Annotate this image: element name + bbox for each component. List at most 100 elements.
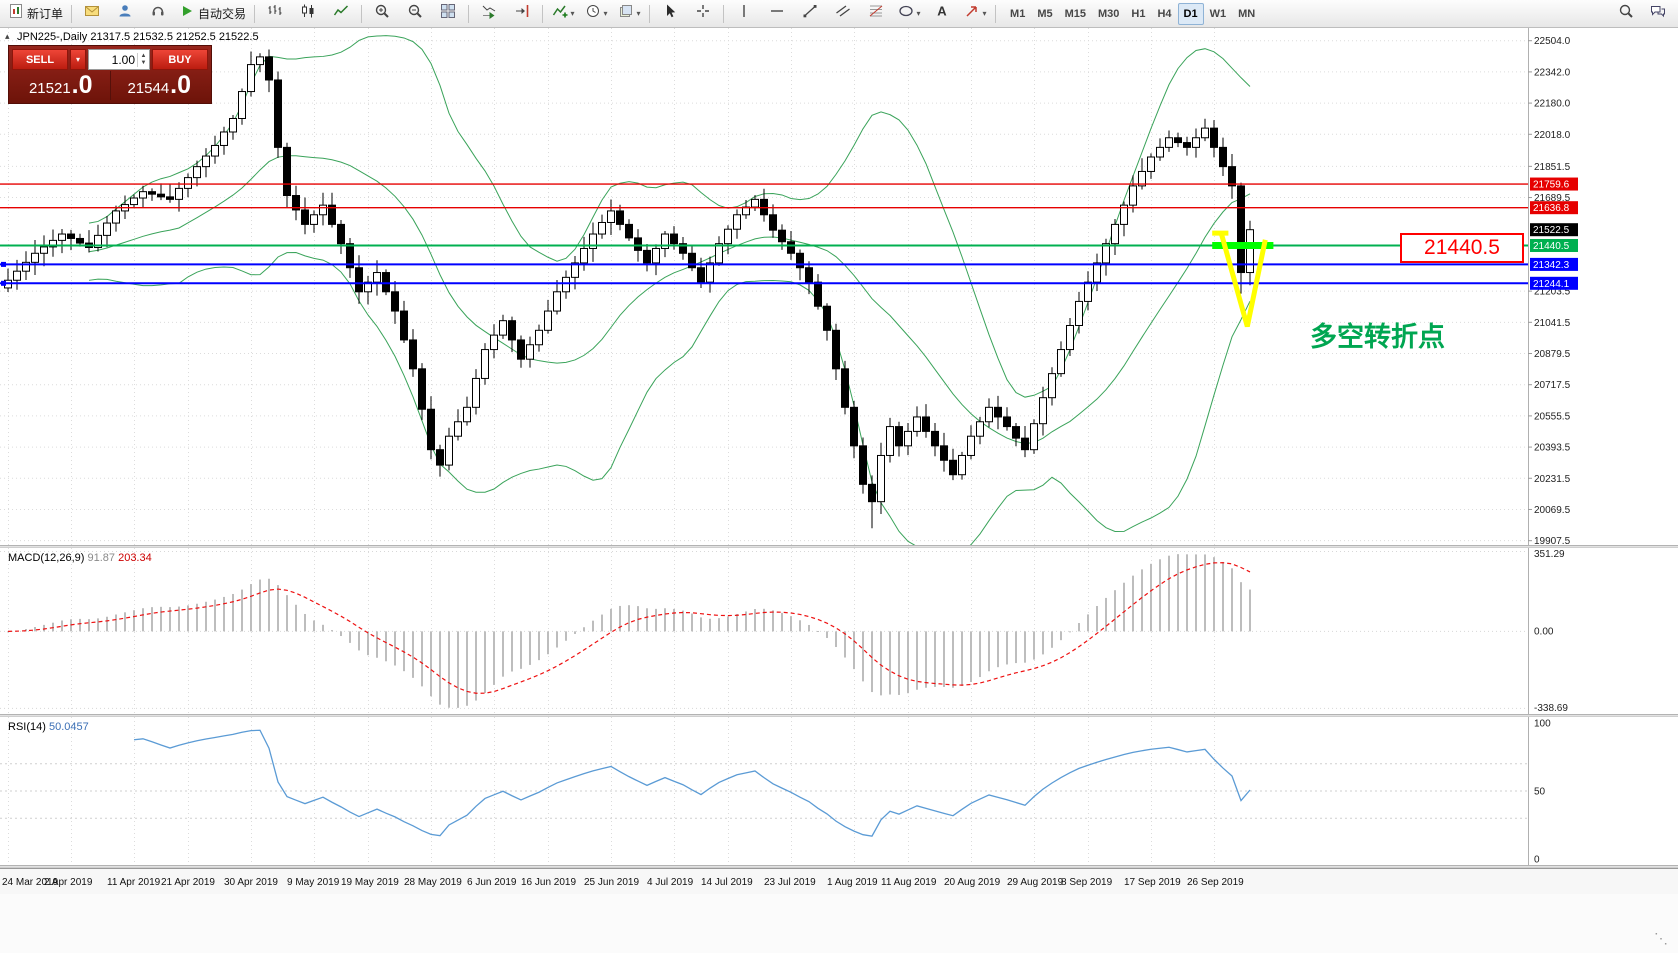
date-label: 2 Apr 2019 <box>44 877 93 888</box>
svg-text:20879.5: 20879.5 <box>1534 349 1571 360</box>
hline-icon <box>769 3 785 24</box>
chart-title: JPN225-,Daily 21317.5 21532.5 21252.5 21… <box>17 31 259 43</box>
date-label: 23 Jul 2019 <box>764 877 816 888</box>
search-button[interactable] <box>1610 2 1642 26</box>
svg-text:20069.5: 20069.5 <box>1534 505 1571 516</box>
chat-icon <box>1650 3 1666 24</box>
volume-field[interactable]: 1.00 ▲ ▼ <box>88 49 150 70</box>
candles-chart-icon <box>300 3 316 24</box>
resize-grip-icon[interactable]: ⋱ <box>1654 930 1668 946</box>
shapes-button[interactable]: ▾ <box>893 2 925 26</box>
date-label: 28 May 2019 <box>404 877 462 888</box>
envelope-icon <box>84 3 100 24</box>
equidistant-channel-icon <box>835 3 851 24</box>
timeframe-m30-button[interactable]: M30 <box>1098 7 1120 20</box>
vertical-gridlines <box>8 717 1215 865</box>
toolbar-separator <box>995 4 997 23</box>
date-label: 11 Apr 2019 <box>107 877 161 888</box>
cursor-button[interactable] <box>654 2 686 26</box>
rsi-pane[interactable]: 100 50 0 <box>0 717 1678 865</box>
price-axis[interactable]: 22504.0 22342.0 22180.0 22018.0 21851.5 21689… <box>1528 36 1571 545</box>
chart-shift-icon <box>514 3 530 24</box>
timeframe-h1-button[interactable]: H1 <box>1131 7 1146 20</box>
hline-button[interactable] <box>761 2 793 26</box>
chart-shift-button[interactable] <box>506 2 538 26</box>
rsi-axis: 100 50 0 <box>1534 719 1551 866</box>
volume-stepper[interactable]: ▲ ▼ <box>137 52 149 67</box>
zoom-in-button[interactable] <box>366 2 398 26</box>
v-reversal-arrow <box>1218 232 1268 328</box>
equidistant-channel-button[interactable] <box>827 2 859 26</box>
turning-point-label[interactable]: 多空转折点 <box>1310 322 1445 352</box>
svg-text:22504.0: 22504.0 <box>1534 36 1571 47</box>
crosshair-icon <box>695 3 711 24</box>
fibonacci-button[interactable] <box>860 2 892 26</box>
date-label: 11 Aug 2019 <box>881 877 937 888</box>
timeframe-h4-button[interactable]: H4 <box>1157 7 1172 20</box>
volume-value: 1.00 <box>111 52 135 67</box>
timeframe-m1-button[interactable]: M1 <box>1010 7 1026 20</box>
macd-pane[interactable]: 351.29 0.00 -338.69 <box>0 548 1678 714</box>
line-chart-button[interactable] <box>325 2 357 26</box>
candles-chart-button[interactable] <box>292 2 324 26</box>
new-order-button[interactable]: 新订单 <box>4 2 67 26</box>
templates-button[interactable]: ▾ <box>613 2 645 26</box>
chevron-down-icon: ▾ <box>570 9 575 18</box>
collapse-arrow-icon[interactable]: ▴ <box>5 31 10 41</box>
chat-button[interactable] <box>1642 2 1674 26</box>
macd-label: MACD(12,26,9) 91.87 203.34 <box>8 552 152 564</box>
timeframe-mn-button[interactable]: MN <box>1238 7 1256 20</box>
crosshair-button[interactable] <box>687 2 719 26</box>
time-axis[interactable]: 24 Mar 2019 2 Apr 2019 11 Apr 2019 21 Apr 2… <box>0 868 1678 895</box>
tile-windows-icon <box>440 3 456 24</box>
indicators-button[interactable]: ▾ <box>547 2 579 26</box>
profile-button[interactable] <box>109 2 141 26</box>
headset-button[interactable] <box>142 2 174 26</box>
stepper-up-icon[interactable]: ▲ <box>140 52 147 59</box>
tile-windows-button[interactable] <box>432 2 464 26</box>
svg-text:351.29: 351.29 <box>1534 549 1565 560</box>
timeframe-w1-button[interactable]: W1 <box>1209 7 1227 20</box>
envelope-button[interactable] <box>76 2 108 26</box>
timeframe-d1-button[interactable]: D1 <box>1177 2 1204 25</box>
vline-button[interactable] <box>728 2 760 26</box>
price-chart[interactable]: 22504.0 22342.0 22180.0 22018.0 21851.5 21689… <box>0 28 1678 545</box>
buy-button[interactable]: BUY <box>152 49 208 70</box>
buy-price[interactable]: 21544.0 <box>111 71 209 100</box>
new-order-icon <box>8 3 24 24</box>
text-icon: A <box>934 3 950 24</box>
pane-splitter[interactable] <box>0 545 1678 548</box>
headset-icon <box>150 3 166 24</box>
zoom-out-button[interactable] <box>399 2 431 26</box>
svg-text:20393.5: 20393.5 <box>1534 443 1571 454</box>
pane-splitter[interactable] <box>0 714 1678 717</box>
trendline-button[interactable] <box>794 2 826 26</box>
auto-scroll-button[interactable] <box>473 2 505 26</box>
sell-price[interactable]: 21521.0 <box>12 71 110 100</box>
date-label: 25 Jun 2019 <box>584 877 640 888</box>
autotrade-button[interactable]: 自动交易 <box>175 2 250 26</box>
stepper-down-icon[interactable]: ▼ <box>140 59 147 66</box>
sell-button[interactable]: SELL <box>12 49 68 70</box>
date-label: 8 Sep 2019 <box>1061 877 1113 888</box>
macd-signal-line <box>7 562 1251 694</box>
toolbar-separator <box>649 4 651 23</box>
svg-text:0: 0 <box>1534 855 1540 866</box>
timeframe-m5-button[interactable]: M5 <box>1037 7 1053 20</box>
timeframe-m15-button[interactable]: M15 <box>1064 7 1086 20</box>
price-callout[interactable]: 21440.5 <box>1400 233 1524 263</box>
toolbar-separator <box>71 4 73 23</box>
text-button[interactable]: A <box>926 2 958 26</box>
rsi-name: RSI(14) <box>8 721 46 733</box>
arrows-button[interactable]: ▾ <box>959 2 991 26</box>
svg-text:21522.5: 21522.5 <box>1533 225 1570 236</box>
pane-splitter[interactable] <box>0 865 1678 868</box>
bars-chart-button[interactable] <box>259 2 291 26</box>
date-label: 4 Jul 2019 <box>647 877 694 888</box>
svg-text:20717.5: 20717.5 <box>1534 380 1571 391</box>
periods-button[interactable]: ▾ <box>580 2 612 26</box>
drawing-annotations[interactable] <box>1212 230 1274 328</box>
trade-dropdown-button[interactable]: ▾ <box>70 49 86 70</box>
macd-gridlines <box>0 550 1528 709</box>
